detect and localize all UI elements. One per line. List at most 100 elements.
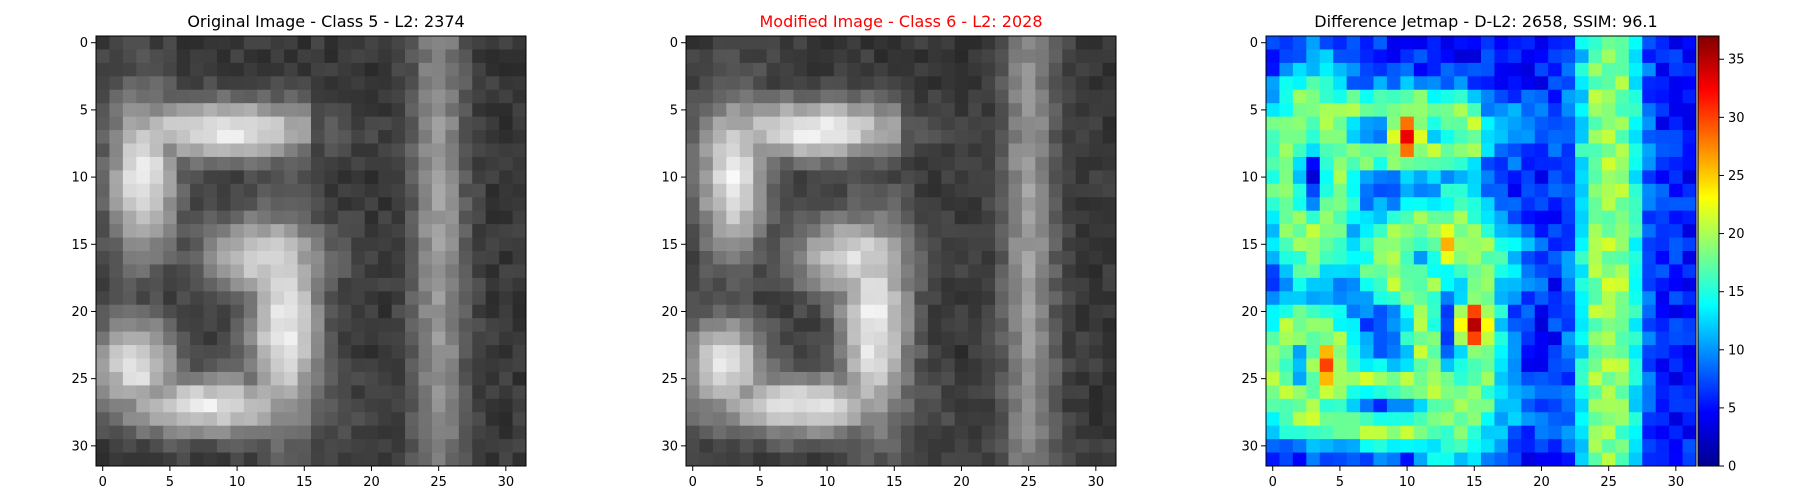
- pixel-cell: [1333, 170, 1348, 185]
- pixel-cell: [753, 49, 768, 64]
- pixel-cell: [472, 358, 487, 373]
- pixel-cell: [190, 452, 204, 467]
- pixel-cell: [485, 89, 500, 104]
- pixel-cell: [136, 277, 151, 292]
- pixel-cell: [122, 36, 137, 50]
- pixel-cell: [96, 224, 110, 238]
- pixel-cell: [149, 277, 164, 292]
- pixel-cell: [766, 197, 781, 212]
- pixel-cell: [1266, 130, 1280, 144]
- pixel-cell: [122, 89, 137, 104]
- pixel-cell: [1628, 103, 1643, 118]
- pixel-cell: [712, 197, 727, 212]
- pixel-cell: [96, 103, 110, 118]
- pixel-cell: [1021, 49, 1036, 64]
- pixel-cell: [914, 116, 929, 131]
- pixel-cell: [712, 76, 727, 91]
- pixel-cell: [1319, 452, 1334, 467]
- pixel-cell: [1319, 143, 1334, 158]
- pixel-cell: [860, 425, 875, 440]
- pixel-cell: [1588, 412, 1603, 427]
- pixel-cell: [190, 103, 204, 118]
- pixel-cell: [941, 156, 956, 171]
- pixel-cell: [887, 197, 902, 212]
- pixel-cell: [1400, 197, 1415, 212]
- pixel-cell: [914, 36, 929, 50]
- pixel-cell: [833, 130, 848, 144]
- pixel-cell: [1682, 291, 1697, 306]
- pixel-cell: [1588, 170, 1603, 185]
- pixel-cell: [512, 143, 527, 158]
- pixel-cell: [874, 36, 888, 50]
- pixel-cell: [1534, 412, 1549, 427]
- pixel-cell: [1642, 412, 1657, 427]
- pixel-cell: [364, 264, 379, 279]
- pixel-cell: [1507, 36, 1522, 50]
- pixel-cell: [806, 36, 821, 50]
- pixel-cell: [1386, 452, 1401, 467]
- pixel-cell: [1601, 62, 1616, 77]
- pixel-cell: [874, 371, 888, 386]
- pixel-cell: [1413, 183, 1428, 198]
- pixel-cell: [1561, 76, 1576, 91]
- pixel-cell: [1655, 331, 1670, 346]
- pixel-cell: [1682, 251, 1697, 265]
- pixel-cell: [1360, 264, 1374, 279]
- pixel-cell: [230, 251, 245, 265]
- pixel-cell: [1062, 103, 1077, 118]
- pixel-cell: [512, 89, 527, 104]
- pixel-cell: [190, 304, 204, 319]
- pixel-cell: [941, 412, 956, 427]
- pixel-cell: [1642, 183, 1657, 198]
- pixel-cell: [901, 76, 915, 91]
- pixel-cell: [1292, 103, 1307, 118]
- pixel-cell: [243, 143, 258, 158]
- pixel-cell: [766, 210, 781, 225]
- pixel-cell: [122, 398, 137, 413]
- pixel-cell: [163, 224, 178, 238]
- pixel-cell: [1102, 170, 1117, 185]
- pixel-cell: [699, 103, 714, 118]
- pixel-cell: [1373, 36, 1388, 50]
- pixel-cell: [874, 425, 888, 440]
- pixel-cell: [1481, 277, 1495, 292]
- pixel-cell: [458, 358, 473, 373]
- pixel-cell: [1454, 103, 1468, 118]
- pixel-cell: [1575, 452, 1589, 467]
- pixel-cell: [1494, 452, 1509, 467]
- pixel-cell: [793, 385, 808, 400]
- pixel-cell: [1575, 425, 1589, 440]
- pixel-cell: [753, 345, 768, 359]
- pixel-cell: [1360, 452, 1374, 467]
- pixel-cell: [1292, 76, 1307, 91]
- pixel-cell: [405, 439, 419, 453]
- pixel-cell: [1601, 398, 1616, 413]
- pixel-cell: [458, 412, 473, 427]
- pixel-cell: [1548, 76, 1563, 91]
- pixel-cell: [324, 251, 339, 265]
- pixel-cell: [203, 156, 218, 171]
- pixel-cell: [1642, 156, 1657, 171]
- pixel-cell: [1440, 49, 1455, 64]
- pixel-cell: [780, 89, 794, 104]
- pixel-cell: [230, 76, 245, 91]
- pixel-cell: [1386, 237, 1401, 252]
- pixel-cell: [512, 304, 527, 319]
- pixel-cell: [1035, 398, 1050, 413]
- pixel-cell: [1062, 224, 1077, 238]
- pixel-cell: [364, 224, 379, 238]
- pixel-cell: [243, 156, 258, 171]
- pixel-cell: [1440, 439, 1455, 453]
- pixel-cell: [1306, 62, 1321, 77]
- pixel-cell: [726, 251, 741, 265]
- pixel-cell: [136, 358, 151, 373]
- pixel-cell: [1008, 62, 1023, 77]
- pixel-cell: [1682, 143, 1697, 158]
- pixel-cell: [686, 277, 700, 292]
- pixel-cell: [270, 264, 285, 279]
- pixel-cell: [712, 439, 727, 453]
- pixel-cell: [1642, 224, 1657, 238]
- pixel-cell: [445, 452, 460, 467]
- pixel-cell: [270, 116, 285, 131]
- pixel-cell: [485, 103, 500, 118]
